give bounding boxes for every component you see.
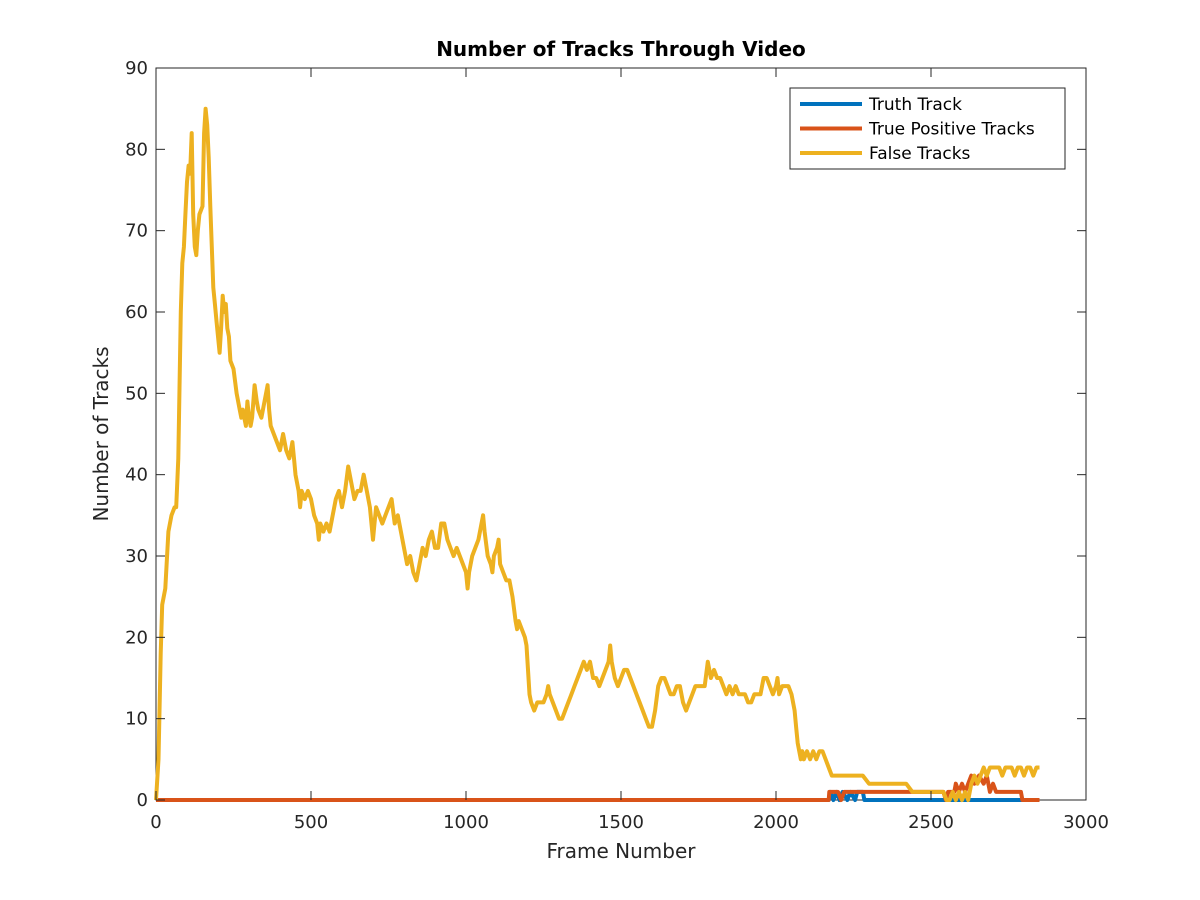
y-tick-label: 20 — [125, 627, 148, 648]
x-tick-label: 2500 — [908, 812, 954, 833]
x-tick-label: 500 — [294, 812, 328, 833]
series-line-2 — [154, 106, 1040, 802]
y-tick-label: 60 — [125, 302, 148, 323]
y-tick-label: 40 — [125, 465, 148, 486]
chart-title: Number of Tracks Through Video — [436, 37, 806, 61]
x-tick-label: 3000 — [1063, 812, 1109, 833]
y-tick-label: 90 — [125, 58, 148, 79]
x-tick-label: 2000 — [753, 812, 799, 833]
y-axis-label: Number of Tracks — [89, 346, 113, 521]
x-tick-label: 1500 — [598, 812, 644, 833]
legend-label-1: True Positive Tracks — [868, 120, 1035, 140]
legend: Truth Track True Positive Tracks False Tra… — [789, 87, 1066, 170]
series-lines — [154, 106, 1040, 802]
axis-ticks: 0 500 1000 1500 2000 2500 3000 0 10 20 30 40 50 60 70 8… — [125, 58, 1109, 833]
series-line-1 — [156, 773, 1040, 802]
x-tick-label: 1000 — [443, 812, 489, 833]
legend-label-2: False Tracks — [869, 144, 971, 164]
y-tick-label: 80 — [125, 139, 148, 160]
legend-label-0: Truth Track — [868, 95, 962, 115]
y-tick-label: 70 — [125, 221, 148, 242]
y-tick-label: 10 — [125, 709, 148, 730]
y-tick-label: 0 — [137, 790, 148, 811]
y-tick-label: 50 — [125, 383, 148, 404]
x-axis-label: Frame Number — [546, 839, 696, 863]
plot-area — [155, 67, 1087, 801]
x-tick-label: 0 — [150, 812, 161, 833]
axes-frame — [155, 67, 1087, 801]
y-tick-label: 30 — [125, 546, 148, 567]
